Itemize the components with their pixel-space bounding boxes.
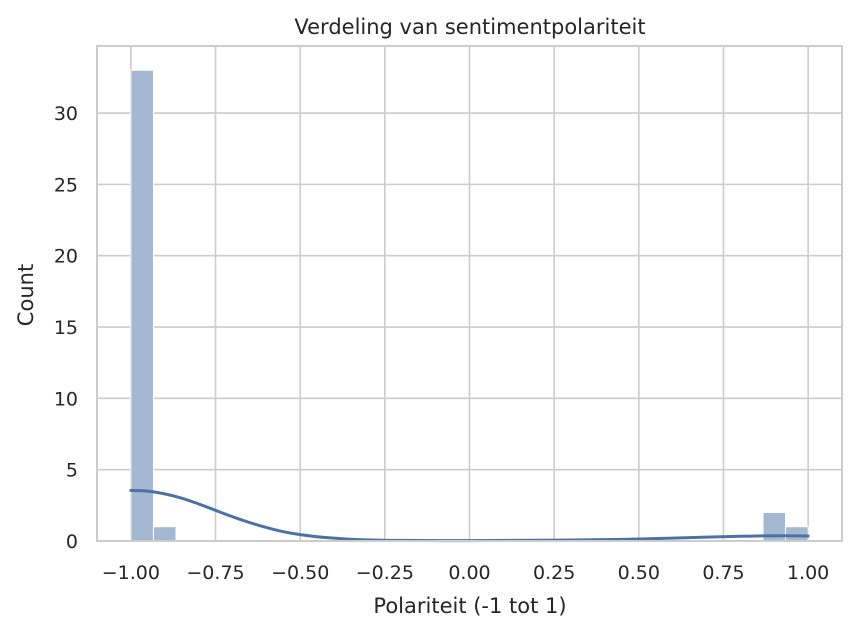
y-tick-label: 10 [54, 388, 78, 410]
x-tick-label: 0.75 [702, 562, 744, 584]
x-tick-label: −0.50 [271, 562, 329, 584]
kde-curve [129, 488, 810, 543]
x-axis-label: Polariteit (-1 tot 1) [373, 594, 566, 618]
x-tick-label: 1.00 [787, 562, 829, 584]
y-tick-label: 20 [54, 246, 78, 268]
histogram-bar [130, 69, 154, 542]
x-tick-label: 0.00 [448, 562, 490, 584]
plot-frame [96, 45, 843, 542]
y-tick-labels: 0 5 10 15 20 25 30 [54, 103, 78, 553]
x-tick-label: 0.50 [618, 562, 660, 584]
chart-title: Verdeling van sentimentpolariteit [294, 15, 645, 39]
grid-lines [97, 46, 842, 542]
x-tick-labels: −1.00 −0.75 −0.50 −0.25 0.00 0.25 0.50 0.75 1.00 [102, 562, 830, 584]
histogram-bar [785, 526, 809, 542]
kde-line [129, 488, 810, 543]
y-tick-label: 25 [54, 174, 78, 196]
y-tick-label: 30 [54, 103, 78, 125]
y-axis-label: Count [14, 264, 38, 326]
x-tick-label: −0.25 [356, 562, 414, 584]
histogram-bar [152, 526, 177, 542]
x-tick-label: −1.00 [102, 562, 160, 584]
y-tick-label: 15 [54, 317, 78, 339]
histogram-bars [130, 69, 809, 542]
y-tick-label: 0 [66, 531, 78, 553]
y-tick-label: 5 [66, 460, 78, 482]
x-tick-label: −0.75 [186, 562, 244, 584]
x-tick-label: 0.25 [533, 562, 575, 584]
